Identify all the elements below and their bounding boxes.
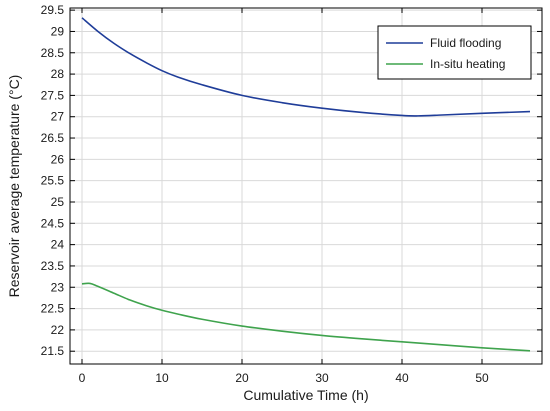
y-tick-label: 25.5: [41, 174, 65, 188]
legend-label-0: Fluid flooding: [430, 36, 501, 50]
y-tick-label: 21.5: [41, 344, 65, 358]
y-tick-label: 28.5: [41, 46, 65, 60]
x-tick-label: 50: [475, 371, 489, 385]
y-tick-label: 27.5: [41, 88, 65, 102]
y-tick-label: 26: [51, 152, 65, 166]
plot-frame: [69, 7, 543, 365]
series-line-1: [81, 282, 531, 352]
y-tick-label: 29: [51, 24, 65, 38]
series-line-0: [81, 17, 531, 117]
x-tick-label: 10: [155, 371, 169, 385]
x-axis-label: Cumulative Time (h): [243, 387, 368, 403]
series-lines: [81, 17, 531, 352]
y-tick-label: 22.5: [41, 302, 65, 316]
y-tick-label: 24.5: [41, 216, 65, 230]
y-tick-label: 28: [51, 67, 65, 81]
y-tick-label: 29.5: [41, 3, 65, 17]
x-tick-labels: 0 10 20 30 40 50: [79, 371, 489, 385]
y-tick-label: 23.5: [41, 259, 65, 273]
y-tick-labels: 21.5 22 22.5 23 23.5 24 24.5 25 25.5 26 26.5 27 27.5…: [41, 3, 65, 358]
x-tick-label: 0: [79, 371, 86, 385]
x-tick-label: 40: [395, 371, 409, 385]
y-tick-label: 24: [51, 238, 65, 252]
legend-label-1: In-situ heating: [430, 57, 505, 71]
tick-marks: [70, 8, 542, 364]
y-tick-label: 26.5: [41, 131, 65, 145]
x-tick-label: 20: [235, 371, 249, 385]
x-tick-label: 30: [315, 371, 329, 385]
legend-box: [377, 25, 532, 80]
y-tick-label: 23: [51, 280, 65, 294]
y-axis-label: Reservoir average temperature (°C): [6, 75, 22, 298]
y-tick-label: 25: [51, 195, 65, 209]
y-tick-label: 27: [51, 110, 65, 124]
y-tick-label: 22: [51, 323, 65, 337]
legend: Fluid flooding In-situ heating: [377, 25, 532, 80]
